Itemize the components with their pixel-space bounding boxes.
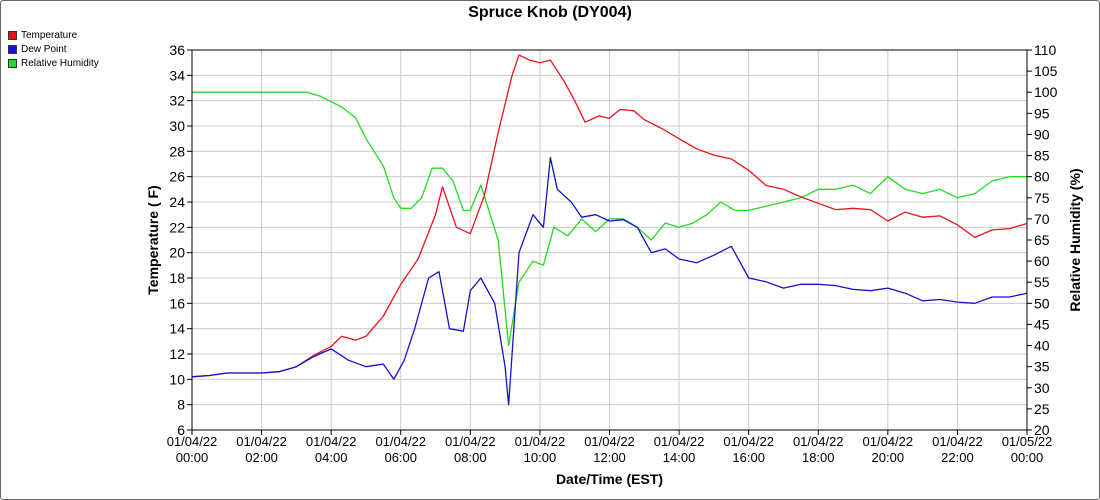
y-left-tick-label: 18 [169, 270, 185, 286]
y-right-tick-label: 80 [1034, 169, 1050, 185]
y-left-tick-label: 28 [169, 143, 185, 159]
y-left-tick-label: 24 [169, 194, 185, 210]
legend-swatch-dew-point [8, 44, 17, 54]
y-right-tick-label: 100 [1034, 84, 1058, 100]
y-right-tick-label: 70 [1034, 211, 1050, 227]
ticks: 6 8 10 12 14 16 18 20 22 24 26 28 30 32 34 36 20 25 30 35 40… [167, 42, 1058, 465]
y-right-tick-label: 30 [1034, 380, 1050, 396]
x-tick-label-time: 00:00 [176, 450, 209, 465]
x-tick-label-date: 01/04/22 [863, 434, 914, 449]
series-line-relative-humidity [192, 91, 1027, 347]
y-right-tick-label: 75 [1034, 190, 1050, 206]
x-tick-label-time: 00:00 [1011, 450, 1044, 465]
y-left-tick-label: 30 [169, 118, 185, 134]
legend-label-dew-point: Dew Point [21, 43, 67, 55]
legend-swatch-temperature [8, 30, 17, 40]
legend-swatch-relative-humidity [8, 58, 17, 68]
y-left-tick-label: 12 [169, 346, 185, 362]
x-tick-label-date: 01/04/22 [167, 434, 218, 449]
y-right-tick-label: 45 [1034, 316, 1050, 332]
x-tick-label-date: 01/04/22 [584, 434, 635, 449]
y-right-tick-label: 95 [1034, 105, 1050, 121]
x-tick-label-time: 06:00 [384, 450, 417, 465]
y-left-tick-label: 10 [169, 371, 185, 387]
legend-label-temperature: Temperature [21, 29, 78, 41]
y-left-tick-label: 16 [169, 295, 185, 311]
y-right-tick-label: 60 [1034, 253, 1050, 269]
legend-item-temperature: Temperature [8, 28, 99, 42]
x-tick-label-time: 04:00 [315, 450, 348, 465]
x-tick-label-date: 01/04/22 [723, 434, 774, 449]
x-tick-label-date: 01/04/22 [793, 434, 844, 449]
x-tick-label-date: 01/05/22 [1002, 434, 1053, 449]
x-tick-label-time: 12:00 [593, 450, 626, 465]
x-tick-label-date: 01/04/22 [932, 434, 983, 449]
legend-label-relative-humidity: Relative Humidity [21, 57, 99, 69]
y-left-tick-label: 20 [169, 245, 185, 261]
x-tick-label-time: 20:00 [872, 450, 905, 465]
x-tick-label-time: 02:00 [245, 450, 278, 465]
x-tick-label-date: 01/04/22 [236, 434, 287, 449]
y-right-tick-label: 90 [1034, 126, 1050, 142]
y-left-tick-label: 26 [169, 169, 185, 185]
x-tick-label-time: 22:00 [941, 450, 974, 465]
y-right-tick-label: 40 [1034, 338, 1050, 354]
y-axis-right-label: Relative Humidity (%) [1067, 168, 1083, 311]
series-lines [191, 54, 1028, 406]
series-line-temperature [191, 54, 1028, 378]
y-left-tick-label: 14 [169, 321, 185, 337]
y-right-tick-label: 50 [1034, 295, 1050, 311]
y-left-tick-label: 32 [169, 93, 185, 109]
y-left-tick-label: 34 [169, 67, 185, 83]
x-tick-label-time: 14:00 [663, 450, 696, 465]
y-right-tick-label: 65 [1034, 232, 1050, 248]
legend-item-dew-point: Dew Point [8, 42, 99, 56]
y-right-tick-label: 55 [1034, 274, 1050, 290]
x-axis-label: Date/Time (EST) [556, 471, 663, 487]
y-right-tick-label: 25 [1034, 401, 1050, 417]
legend-item-relative-humidity: Relative Humidity [8, 56, 99, 70]
y-right-tick-label: 105 [1034, 63, 1058, 79]
y-right-tick-label: 35 [1034, 359, 1050, 375]
y-left-tick-label: 6 [177, 422, 185, 438]
y-right-tick-label: 85 [1034, 148, 1050, 164]
x-tick-label-date: 01/04/22 [654, 434, 705, 449]
y-left-tick-label: 36 [169, 42, 185, 58]
chart-title: Spruce Knob (DY004) [468, 4, 632, 21]
y-right-tick-label: 110 [1034, 42, 1057, 58]
grid [191, 49, 1028, 431]
x-tick-label-time: 18:00 [802, 450, 835, 465]
legend: Temperature Dew Point Relative Humidity [8, 28, 99, 70]
x-tick-label-date: 01/04/22 [375, 434, 426, 449]
x-tick-label-date: 01/04/22 [515, 434, 566, 449]
y-left-tick-label: 22 [169, 219, 185, 235]
y-right-tick-label: 20 [1034, 422, 1050, 438]
series-line-dew-point [191, 157, 1028, 406]
y-left-tick-label: 8 [177, 397, 185, 413]
x-tick-label-time: 08:00 [454, 450, 487, 465]
x-tick-label-time: 16:00 [732, 450, 765, 465]
x-tick-label-time: 10:00 [524, 450, 557, 465]
y-axis-left-label: Temperature ( F) [145, 185, 161, 294]
x-tick-label-date: 01/04/22 [306, 434, 357, 449]
x-tick-label-date: 01/04/22 [445, 434, 496, 449]
